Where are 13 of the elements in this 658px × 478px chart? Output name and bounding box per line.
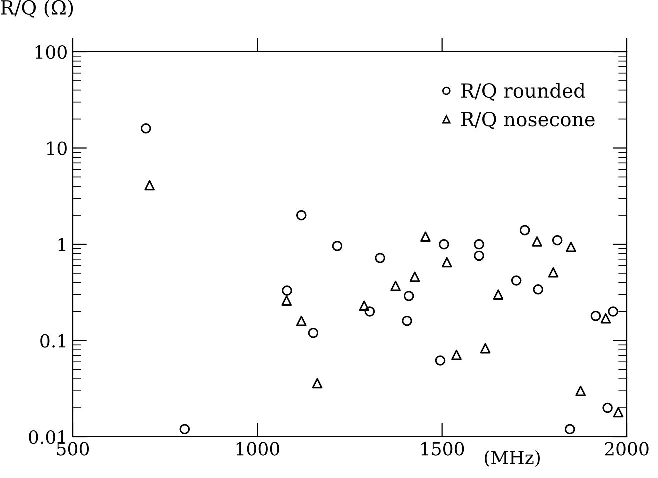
legend-label: R/Q rounded bbox=[461, 83, 586, 101]
x-tick-label: 2000 bbox=[605, 442, 649, 456]
y-tick-label: 1 bbox=[58, 238, 66, 252]
y-tick-label: 100 bbox=[36, 45, 67, 60]
x-tick-label: 500 bbox=[57, 442, 90, 456]
y-axis-title: R/Q (Ω) bbox=[1, 0, 74, 18]
y-tick-label: 10 bbox=[47, 142, 67, 156]
legend-label: R/Q nosecone bbox=[461, 112, 595, 130]
y-tick-label: 0.01 bbox=[29, 430, 66, 444]
x-axis-title: (MHz) bbox=[485, 450, 540, 468]
x-tick-label: 1500 bbox=[422, 442, 464, 456]
y-tick-label: 0.1 bbox=[40, 334, 66, 348]
x-tick-label: 1000 bbox=[236, 442, 280, 456]
